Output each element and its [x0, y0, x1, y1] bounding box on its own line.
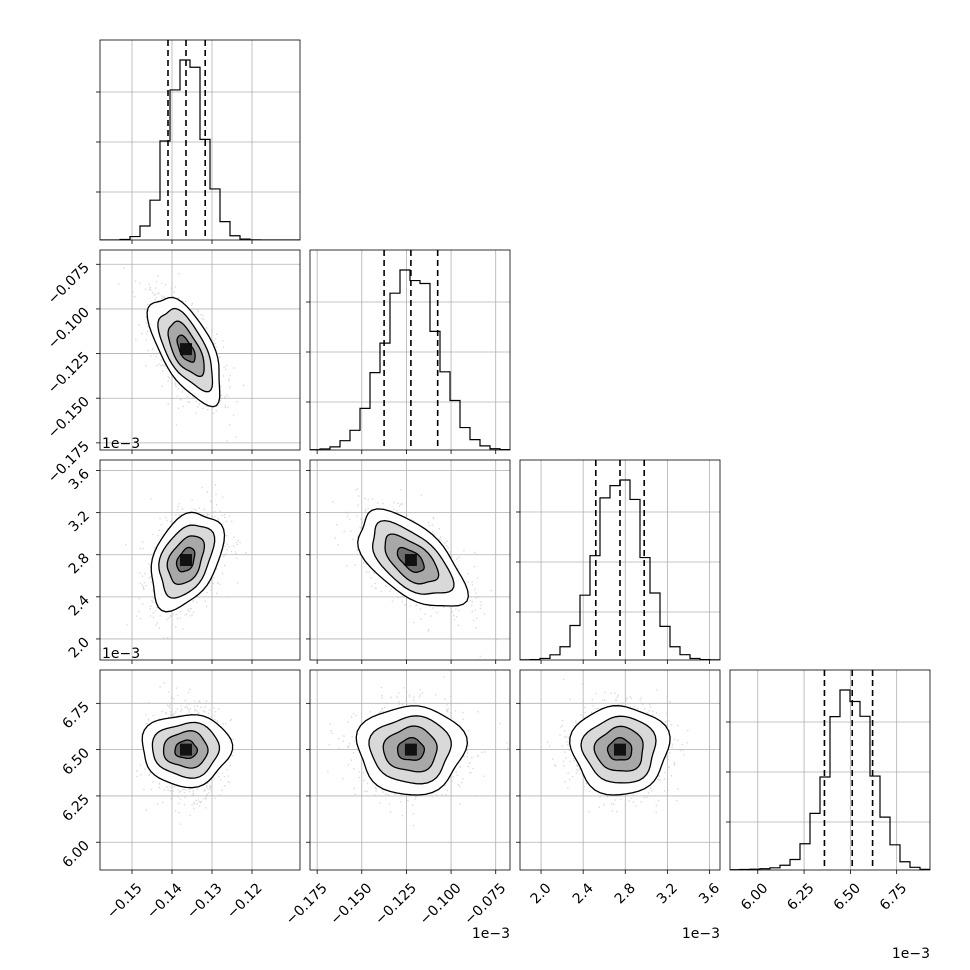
axes-frame	[99, 39, 301, 241]
contour-line-1	[174, 739, 199, 760]
contour-line-4	[146, 296, 221, 408]
y-tick-label: 2.8	[66, 550, 93, 577]
contour-line-3	[580, 715, 657, 784]
histogram-panel-2	[306, 249, 511, 454]
density-panel-4-1	[96, 669, 301, 874]
axes-frame	[519, 459, 721, 661]
density-peak	[180, 343, 192, 356]
density-peak	[614, 743, 626, 756]
x-tick-label: 2.8	[612, 880, 639, 907]
x-tick-label: 6.75	[877, 880, 910, 913]
panel-content	[310, 460, 510, 660]
y-tick-label: −0.150	[45, 394, 93, 442]
x-tick-label: 2.4	[570, 880, 597, 907]
contour-line-3	[158, 524, 216, 599]
density-peak	[404, 743, 417, 756]
x-tick-label: 3.2	[654, 880, 681, 907]
x-tick-label: −0.13	[184, 880, 226, 922]
x-tick-label: −0.150	[327, 880, 375, 928]
x-tick-label: −0.175	[283, 880, 331, 928]
y-tick-label: 6.50	[59, 745, 92, 778]
histogram-step	[100, 59, 300, 240]
axes-frame	[729, 669, 931, 871]
panel-content	[100, 250, 300, 450]
y-tick-label: 6.00	[59, 838, 92, 871]
x-tick-label: −0.15	[104, 880, 146, 922]
histogram-step	[310, 269, 510, 450]
density-panel-4-2	[306, 669, 511, 874]
y-tick-label: −0.125	[45, 349, 93, 397]
contour-line-2	[384, 533, 440, 585]
axes-frame	[309, 249, 511, 451]
contour-line-3	[157, 307, 214, 393]
y-offset-label: 1e−3	[102, 646, 140, 662]
x-tick-label: −0.12	[224, 880, 266, 922]
y-tick-label: 2.4	[66, 592, 93, 619]
contour-line-1	[176, 334, 196, 363]
density-panel-3-2	[306, 459, 511, 664]
histogram-panel-3	[516, 459, 721, 664]
contour-line-4	[569, 705, 671, 796]
y-tick-label: 6.75	[59, 699, 92, 732]
histogram-step	[730, 689, 930, 870]
contour-line-1	[606, 736, 633, 761]
x-tick-label: 3.6	[696, 880, 723, 907]
x-tick-label: −0.125	[372, 880, 420, 928]
y-offset-label: 1e−3	[102, 436, 140, 452]
x-tick-label: 2.0	[528, 880, 555, 907]
x-tick-label: 6.50	[831, 880, 864, 913]
density-peak	[180, 743, 192, 756]
x-tick-label: 6.00	[738, 880, 771, 913]
contour-line-2	[382, 725, 438, 773]
x-offset-label: 1e−3	[682, 926, 720, 942]
contour-line-4	[150, 511, 226, 613]
density-panel-3-1	[96, 459, 301, 664]
histogram-panel-4	[726, 669, 931, 874]
density-panel-2-1	[96, 249, 301, 454]
contour-line-2	[167, 320, 205, 378]
y-tick-label: −0.100	[45, 304, 93, 352]
contour-line-2	[162, 730, 209, 769]
contour-line-4	[357, 508, 470, 607]
contour-line-3	[368, 715, 452, 785]
histogram-panel-1	[96, 39, 301, 244]
density-peak	[180, 554, 192, 566]
contour-line-2	[593, 725, 644, 772]
panel-content	[100, 670, 300, 870]
axes-frame	[99, 669, 301, 871]
x-offset-label: 1e−3	[472, 926, 510, 942]
x-tick-label: −0.100	[417, 880, 465, 928]
panel-content	[310, 670, 510, 870]
contour-line-3	[371, 519, 455, 595]
x-tick-label: −0.14	[144, 880, 186, 922]
contour-line-4	[355, 705, 469, 796]
y-tick-label: −0.075	[45, 260, 93, 308]
density-panel-4-3	[516, 669, 721, 874]
y-tick-label: 3.2	[66, 508, 93, 535]
axes-frame	[99, 249, 301, 451]
contour-line-4	[141, 714, 234, 789]
axes-frame	[309, 459, 511, 661]
panel-content	[100, 460, 300, 660]
x-tick-label: 6.25	[784, 880, 817, 913]
contour-line-1	[396, 546, 425, 574]
x-tick-label: −0.075	[461, 880, 509, 928]
contour-line-3	[151, 721, 221, 779]
axes-frame	[99, 459, 301, 661]
y-tick-label: 2.0	[66, 634, 93, 661]
x-offset-label: 1e−3	[892, 946, 930, 962]
contour-line-2	[166, 535, 206, 586]
density-peak	[404, 554, 417, 566]
sample-points	[136, 682, 234, 825]
y-tick-label: 6.25	[59, 791, 92, 824]
axes-frame	[519, 669, 721, 871]
axes-frame	[309, 669, 511, 871]
panel-content	[520, 670, 720, 870]
contour-line-1	[396, 736, 426, 761]
contour-line-1	[175, 546, 196, 573]
